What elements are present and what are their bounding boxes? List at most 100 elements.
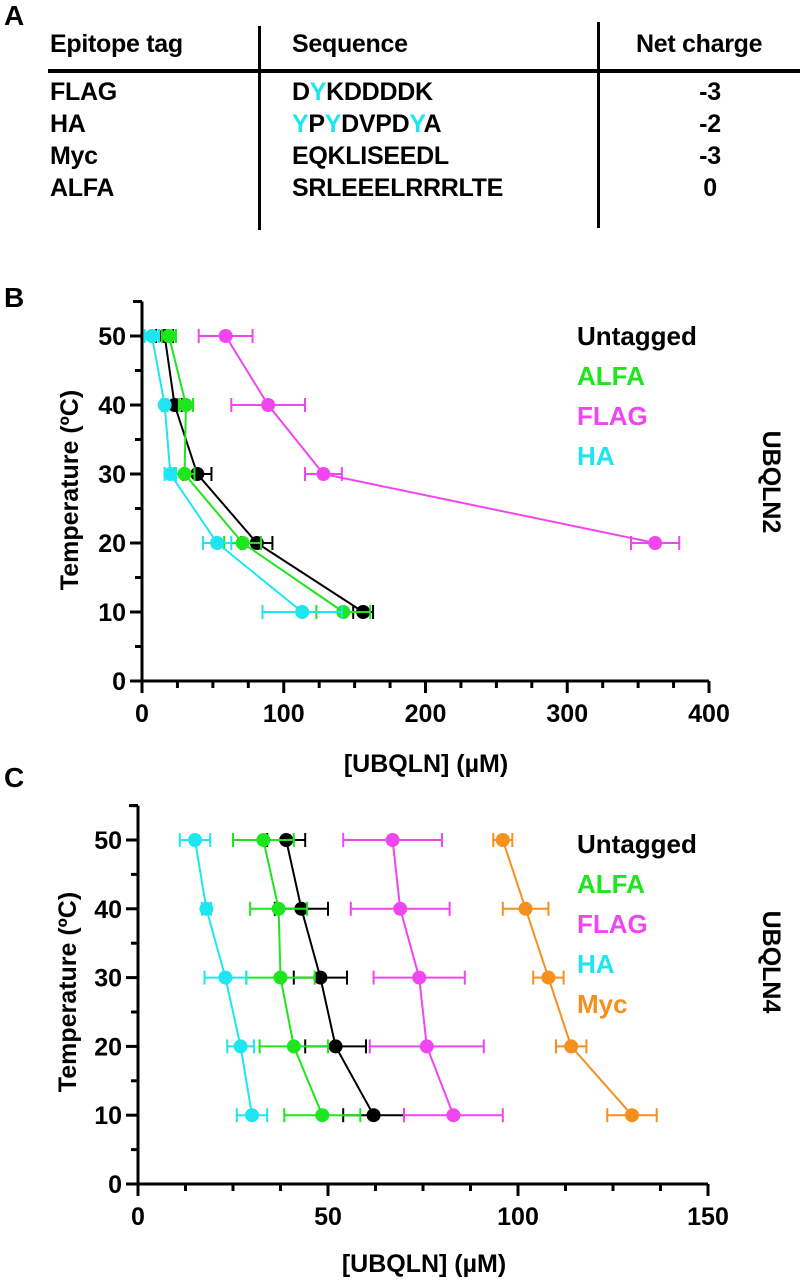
data-point <box>313 970 328 985</box>
residue: D <box>416 142 434 170</box>
x-tick-label: 150 <box>687 1203 729 1231</box>
data-point <box>393 901 408 916</box>
y-tick-label: 50 <box>94 827 122 855</box>
legend-item-untagged: Untagged <box>577 321 697 351</box>
series-ha <box>143 329 343 619</box>
data-point <box>210 536 225 550</box>
marks-c <box>178 833 658 1123</box>
residue: S <box>292 174 309 202</box>
y-tick-label: 40 <box>98 392 126 420</box>
residue: E <box>341 174 358 202</box>
series-flag <box>197 329 681 550</box>
table-cell-net-charge: -2 <box>699 110 721 138</box>
table-cell-sequence: DYKDDDDK <box>292 78 433 107</box>
series-myc <box>492 833 658 1123</box>
chart-title-ubqln4: UBQLN4 <box>757 911 785 1014</box>
residue: K <box>414 78 433 106</box>
table-header-net-charge: Net charge <box>636 30 763 58</box>
data-point <box>233 1039 248 1054</box>
residue: Q <box>308 142 328 170</box>
y-tick-label: 40 <box>94 896 122 924</box>
data-point <box>199 901 214 916</box>
table-header-rule <box>48 69 800 73</box>
panel-label-c: C <box>4 762 25 793</box>
residue: L <box>390 174 406 202</box>
table-header-sequence: Sequence <box>292 30 408 58</box>
data-point <box>366 1108 381 1123</box>
data-point <box>648 536 663 550</box>
marks-b <box>143 329 681 619</box>
x-tick-label: 200 <box>405 700 447 728</box>
residue: E <box>399 142 417 170</box>
table-cell-tag: HA <box>50 110 86 138</box>
data-point <box>218 329 233 343</box>
x-axis-label-b: [UBQLN] (µM) <box>344 750 508 778</box>
chart-title-ubqln2: UBQLN2 <box>757 431 785 534</box>
table-column-divider-1 <box>258 26 261 230</box>
data-point <box>273 970 288 985</box>
legend-item-alfa: ALFA <box>577 869 645 899</box>
residue: P <box>308 110 325 138</box>
table-cell-net-charge: -3 <box>699 78 721 106</box>
residue: D <box>292 78 310 106</box>
data-point <box>419 1039 434 1054</box>
panel-label-a: A <box>4 0 25 31</box>
data-point <box>446 1108 461 1123</box>
residue: D <box>397 78 415 106</box>
legend-item-flag: FLAG <box>577 401 648 431</box>
y-tick-label: 0 <box>112 668 126 696</box>
data-point <box>178 398 193 412</box>
residue: D <box>361 78 380 106</box>
data-point <box>412 970 427 985</box>
data-point <box>161 329 176 343</box>
highlighted-residue: Y <box>324 110 342 138</box>
residue: D <box>341 110 359 138</box>
data-point <box>271 901 286 916</box>
highlighted-residue: Y <box>292 110 309 138</box>
table-cell-sequence: SRLEEELRRRLTE <box>292 174 503 203</box>
x-tick-label: 100 <box>263 700 305 728</box>
residue: E <box>486 174 504 202</box>
residue: E <box>357 174 375 202</box>
axes-c: 0 50 100 150 0 10 20 30 40 50 <box>94 804 729 1231</box>
y-tick-label: 10 <box>98 599 126 627</box>
data-point <box>144 329 159 343</box>
data-point <box>336 605 351 619</box>
residue: L <box>345 142 361 170</box>
x-tick-label: 0 <box>131 1203 145 1231</box>
data-point <box>316 467 331 481</box>
residue: A <box>423 110 442 138</box>
residue: D <box>391 110 410 138</box>
residue: K <box>326 78 344 106</box>
residue: L <box>326 174 342 202</box>
residue: E <box>292 142 309 170</box>
residue: L <box>433 142 449 170</box>
residue: R <box>423 174 441 202</box>
data-point <box>328 1039 343 1054</box>
residue: I <box>360 142 367 170</box>
x-tick-label: 300 <box>546 700 588 728</box>
legend-item-flag: FLAG <box>577 909 648 939</box>
legend: Untagged ALFA FLAG HA <box>577 321 697 471</box>
table-cell-net-charge: -3 <box>699 142 721 170</box>
table-column-divider-2 <box>597 22 600 228</box>
residue: S <box>366 142 384 170</box>
data-point <box>245 1108 259 1123</box>
table-cell-tag: Myc <box>50 142 98 170</box>
highlighted-residue: Y <box>309 78 327 106</box>
data-point <box>564 1039 579 1054</box>
y-tick-label: 10 <box>94 1102 122 1130</box>
x-tick-label: 400 <box>688 700 730 728</box>
residue: T <box>471 174 487 202</box>
legend-item-ha: HA <box>577 441 615 471</box>
residue: P <box>375 110 392 138</box>
legend-item-ha: HA <box>577 949 615 979</box>
y-tick-label: 20 <box>98 530 126 558</box>
data-point <box>518 901 533 916</box>
data-point <box>295 605 310 619</box>
legend-item-alfa: ALFA <box>577 361 645 391</box>
x-axis-label-c: [UBQLN] (µM) <box>342 1250 506 1278</box>
residue: K <box>327 142 346 170</box>
